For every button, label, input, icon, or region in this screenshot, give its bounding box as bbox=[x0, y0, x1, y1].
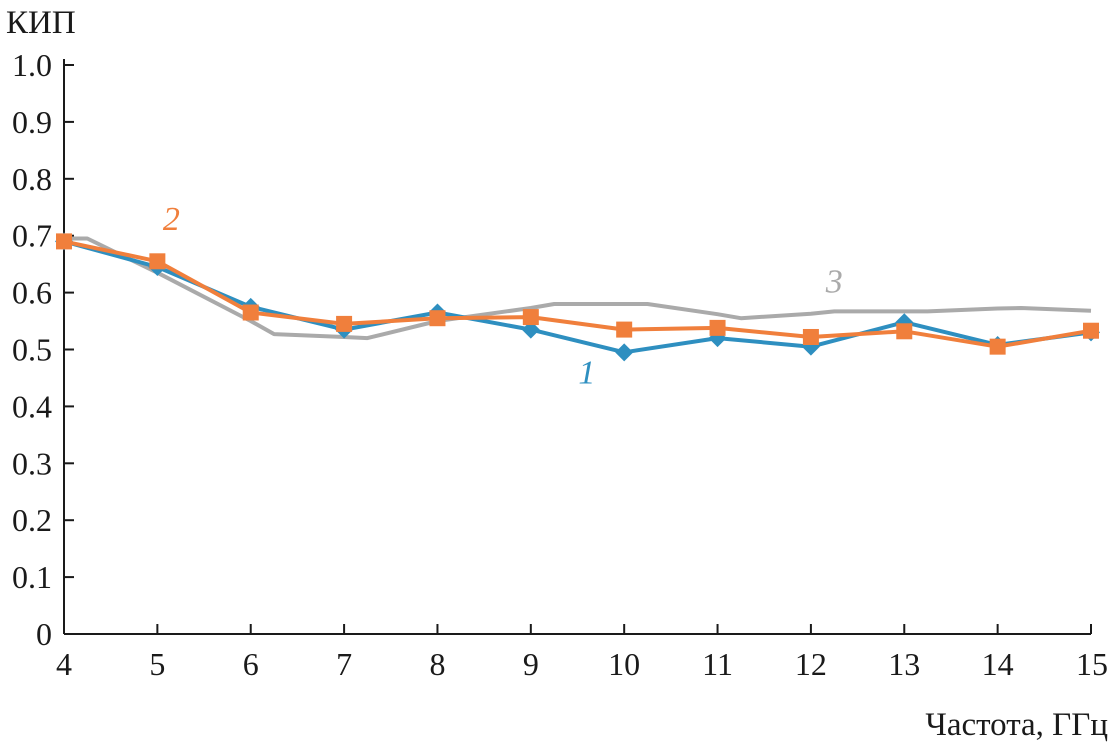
series-1-point bbox=[615, 343, 634, 362]
series-2-point bbox=[616, 321, 633, 338]
series-2-point bbox=[802, 328, 819, 345]
series-1-line bbox=[63, 239, 1092, 355]
series-2-point bbox=[429, 310, 446, 327]
x-tick-label: 9 bbox=[523, 646, 539, 682]
y-tick-label: 0.6 bbox=[12, 275, 52, 311]
series-2-point bbox=[896, 323, 913, 340]
y-tick-label: 0.2 bbox=[12, 502, 52, 538]
y-tick-label: 0.3 bbox=[12, 445, 52, 481]
series-2-annotation: 2 bbox=[163, 201, 180, 238]
x-tick-label: 6 bbox=[243, 646, 259, 682]
y-tick-label: 1.0 bbox=[12, 47, 52, 83]
x-axis-title: Частота, ГГц bbox=[925, 707, 1108, 743]
x-tick-label: 7 bbox=[336, 646, 352, 682]
series-2-point bbox=[242, 304, 259, 321]
y-tick-label: 0.5 bbox=[12, 332, 52, 368]
x-tick-label: 11 bbox=[702, 646, 733, 682]
series-2-line bbox=[63, 239, 1092, 349]
labels-layer: 1 2 3 bbox=[163, 201, 843, 392]
series-2-point bbox=[709, 319, 726, 336]
series-2-point bbox=[149, 253, 166, 270]
x-tick-label: 12 bbox=[795, 646, 827, 682]
x-tick-label: 8 bbox=[429, 646, 445, 682]
series-2-point bbox=[522, 309, 539, 326]
x-tick-label: 4 bbox=[56, 646, 72, 682]
axes: 0 0.1 0.2 0.3 0.4 0.5 0.6 0.7 0.8 0.9 1.0 4 5 6 7 8 9 10 1… bbox=[6, 5, 1108, 743]
series-3-annotation: 3 bbox=[825, 264, 843, 301]
series-2-point bbox=[1083, 322, 1099, 339]
x-tick-label: 10 bbox=[608, 646, 640, 682]
series-2-point bbox=[336, 315, 353, 332]
y-tick-label: 0.7 bbox=[12, 218, 52, 254]
x-tick-label: 13 bbox=[888, 646, 920, 682]
x-tick-label: 5 bbox=[149, 646, 165, 682]
series-3-line bbox=[64, 236, 1092, 341]
series-2-point bbox=[56, 233, 72, 250]
y-tick-label: 0 bbox=[36, 616, 52, 652]
x-tick-label: 15 bbox=[1076, 646, 1108, 682]
y-tick-label: 0.1 bbox=[12, 559, 52, 595]
series-1-point bbox=[521, 320, 540, 339]
series-2-point bbox=[989, 338, 1006, 355]
x-tick-label: 14 bbox=[982, 646, 1014, 682]
series-1-annotation: 1 bbox=[578, 355, 595, 392]
y-axis-title: КИП bbox=[6, 5, 76, 41]
y-tick-label: 0.4 bbox=[12, 388, 52, 424]
y-tick-label: 0.8 bbox=[12, 161, 52, 197]
y-tick-label: 0.9 bbox=[12, 104, 52, 140]
series-layer bbox=[55, 232, 1100, 362]
